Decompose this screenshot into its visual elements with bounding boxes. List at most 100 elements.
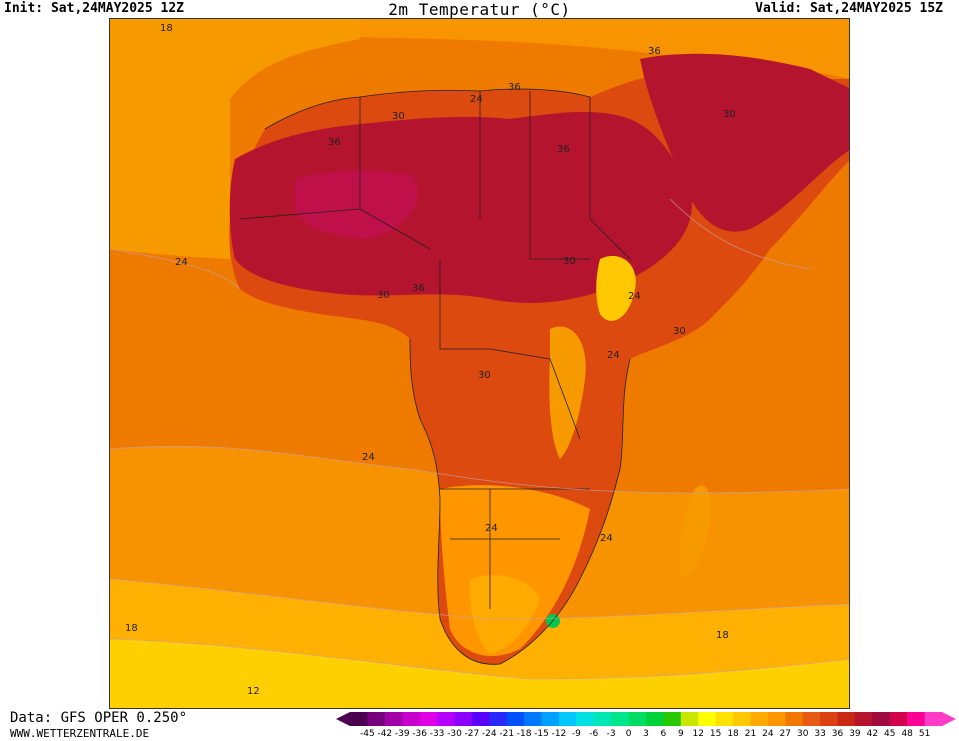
- colorbar-swatch: [924, 712, 943, 726]
- colorbar-tick-label: -21: [499, 729, 515, 739]
- colorbar-tick-label: 45: [884, 729, 896, 739]
- colorbar-tick-label: 33: [814, 729, 826, 739]
- contour-label: 36: [412, 283, 425, 294]
- contour-label: 30: [478, 370, 491, 381]
- colorbar-tick-label: -27: [464, 729, 480, 739]
- colorbar-tick-label: 24: [762, 729, 774, 739]
- contour-label: 30: [563, 256, 576, 267]
- colorbar-swatch: [785, 712, 804, 726]
- contour-labels: 18 36 24 30 36 36 30 36 24 30 36 30 24 3…: [125, 23, 736, 697]
- colorbar-tick-label: 15: [709, 729, 722, 739]
- colorbar-tick-label: 48: [901, 729, 913, 739]
- colorbar-swatch: [854, 712, 873, 726]
- colorbar-swatch: [837, 712, 856, 726]
- colorbar-swatch: [524, 712, 543, 726]
- footer-credits: Data: GFS OPER 0.250° WWW.WETTERZENTRALE…: [10, 711, 187, 741]
- colorbar-tick-label: -39: [394, 729, 410, 739]
- colorbar-swatch: [820, 712, 839, 726]
- contour-label: 18: [716, 630, 729, 641]
- colorbar-swatch: [907, 712, 926, 726]
- contour-label: 24: [628, 291, 641, 302]
- init-time-label: Init: Sat,24MAY2025 12Z: [4, 1, 185, 16]
- contour-label: 18: [125, 623, 138, 634]
- isotherm-lines: [110, 198, 849, 680]
- color-scale-bar: [336, 712, 956, 726]
- valid-time-label: Valid: Sat,24MAY2025 15Z: [755, 1, 943, 16]
- colorbar-swatch: [437, 712, 455, 726]
- colorbar-swatch: [611, 712, 630, 726]
- contour-label: 24: [470, 94, 483, 105]
- colorbar-swatch: [419, 712, 438, 726]
- coldest-ocean-band: [110, 639, 849, 708]
- contour-label: 24: [485, 523, 498, 534]
- colorbar-swatch: [576, 712, 595, 726]
- colorbar-tick-label: 36: [831, 729, 844, 739]
- contour-label: 36: [648, 46, 661, 57]
- contour-label: 30: [392, 111, 405, 122]
- contour-label: 24: [607, 350, 620, 361]
- contour-label: 36: [508, 82, 521, 93]
- chart-title: 2m Temperatur (°C): [388, 0, 571, 19]
- colorbar-swatch: [541, 712, 560, 726]
- colorbar-tick-label: -36: [412, 729, 427, 739]
- contour-label: 24: [362, 452, 375, 463]
- colorbar-tick-label: 30: [796, 729, 809, 739]
- hottest-core-west: [295, 170, 418, 239]
- colorbar-tick-label: -30: [447, 729, 462, 739]
- colorbar-tick-label: 51: [918, 729, 931, 739]
- ethiopia-highlands: [596, 255, 636, 321]
- colorbar-swatch: [628, 712, 647, 726]
- colorbar-tick-label: -18: [516, 729, 532, 739]
- colorbar-tick-label: -33: [429, 729, 445, 739]
- colorbar-tick-label: 27: [779, 729, 792, 739]
- map-canvas: 18 36 24 30 36 36 30 36 24 30 36 30 24 3…: [110, 19, 849, 708]
- contour-label: 12: [247, 686, 260, 697]
- colorbar-tick-label: 3: [643, 729, 649, 739]
- colorbar-min-arrow: [336, 712, 350, 726]
- colorbar-tick-label: -6: [589, 729, 599, 739]
- contour-label: 36: [328, 137, 341, 148]
- contour-label: 24: [175, 257, 188, 268]
- colorbar-swatch: [680, 712, 699, 726]
- colorbar-tick-label: 18: [727, 729, 739, 739]
- colorbar-tick-label: 12: [692, 729, 704, 739]
- contour-label: 30: [723, 109, 736, 120]
- colorbar-tick-label: -15: [534, 729, 549, 739]
- colorbar-swatch: [715, 712, 734, 726]
- arabia-hot-core: [640, 53, 849, 232]
- colorbar-swatch: [506, 712, 525, 726]
- atlantic-north-band: [110, 19, 360, 259]
- colorbar-swatch: [767, 712, 786, 726]
- colorbar-max-arrow: [942, 712, 956, 726]
- colorbar-swatch: [471, 712, 490, 726]
- colorbar-swatch: [350, 712, 368, 726]
- country-borders: [239, 88, 631, 665]
- colorbar-swatch: [646, 712, 664, 726]
- colorbar-tick-label: 21: [744, 729, 757, 739]
- colorbar-swatch: [733, 712, 751, 726]
- colorbar-tick-label: -12: [551, 729, 567, 739]
- colorbar-swatch: [698, 712, 717, 726]
- colorbar-tick-label: -3: [606, 729, 616, 739]
- colorbar-swatch: [872, 712, 891, 726]
- colorbar-tick-label: 39: [849, 729, 861, 739]
- colorbar-swatch: [402, 712, 421, 726]
- colorbar-swatch: [802, 712, 821, 726]
- contour-label: 30: [673, 326, 686, 337]
- contour-label: 30: [377, 290, 390, 301]
- colorbar-swatch: [367, 712, 386, 726]
- colorbar-tick-label: 42: [866, 729, 879, 739]
- colorbar-swatch: [593, 712, 612, 726]
- data-source-label: Data: GFS OPER 0.250°: [10, 710, 188, 726]
- website-label: WWW.WETTERZENTRALE.DE: [10, 727, 150, 740]
- colorbar-tick-label: 9: [677, 729, 684, 739]
- colorbar-tick-label: 6: [660, 729, 667, 739]
- temperature-map: 18 36 24 30 36 36 30 36 24 30 36 30 24 3…: [109, 18, 850, 709]
- colorbar-swatch: [489, 712, 508, 726]
- colorbar-swatch: [384, 712, 403, 726]
- colorbar-swatch: [750, 712, 769, 726]
- colorbar-swatch: [663, 712, 682, 726]
- colorbar-tick-label: -42: [377, 729, 393, 739]
- colorbar-tick-label: 0: [625, 729, 632, 739]
- colorbar-tick-label: -9: [571, 729, 581, 739]
